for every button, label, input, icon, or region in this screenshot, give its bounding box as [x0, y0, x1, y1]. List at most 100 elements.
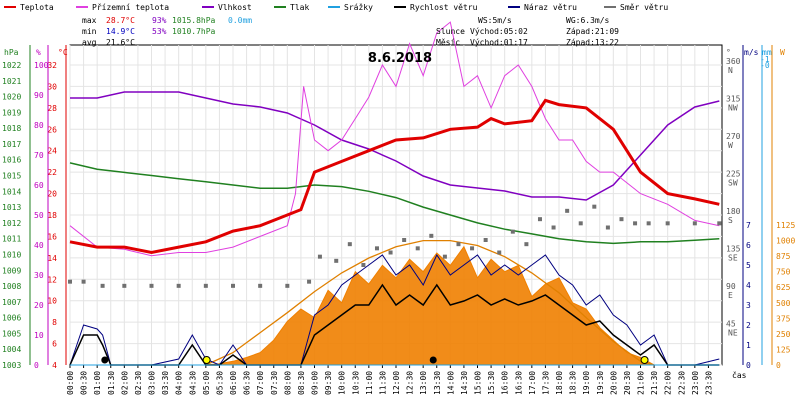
hpa-tick-label: 1019 — [2, 108, 21, 117]
dir-tick-label: 135 — [726, 245, 741, 254]
sunset-marker — [640, 356, 649, 364]
x-tick-label: 09:30 — [324, 371, 333, 395]
ms-axis-label: m/s — [744, 48, 759, 57]
hpa-tick-label: 1017 — [2, 140, 21, 149]
pct-tick-label: 70 — [34, 151, 44, 160]
wind-direction-point — [285, 283, 290, 288]
w-tick-label: 1125 — [776, 221, 795, 230]
wind-direction-point — [415, 246, 420, 251]
wind-direction-point — [317, 254, 322, 259]
hpa-tick-label: 1021 — [2, 77, 21, 86]
legend-label: Rychlost větru — [410, 3, 478, 12]
dir-tick-label: 315 — [726, 95, 741, 104]
c-tick-label: 12 — [47, 275, 57, 284]
wind-direction-point — [361, 263, 366, 267]
wind-gust-info: WG:6.3m/s — [566, 16, 610, 25]
x-tick-label: 16:30 — [514, 371, 523, 395]
wind-direction-point — [374, 246, 379, 251]
dir-tick-name: NW — [728, 104, 738, 113]
x-tick-label: 08:00 — [283, 371, 292, 395]
wind-direction-point — [497, 250, 502, 255]
x-tick-label: 15:30 — [487, 371, 496, 395]
wind-direction-point — [619, 217, 624, 222]
legend-label: Směr větru — [620, 3, 668, 12]
dir-tick-name: W — [728, 141, 733, 150]
pct-tick-label: 20 — [34, 301, 44, 310]
x-tick-label: 22:30 — [677, 371, 686, 395]
moonset-time: Západ:13:22 — [566, 38, 619, 47]
dir-tick-label: 180 — [726, 207, 741, 216]
dir-tick-name: NE — [728, 329, 738, 338]
wind-direction-point — [388, 250, 393, 255]
c-tick-label: 8 — [52, 318, 57, 327]
dir-tick-name: SE — [728, 254, 738, 263]
legend-label: Srážky — [344, 3, 373, 12]
ms-tick-label: 1 — [746, 341, 751, 350]
wind-speed-info: WS:5m/s — [478, 16, 512, 25]
x-tick-label: 21:30 — [650, 371, 659, 395]
wind-direction-point — [347, 242, 352, 247]
hpa-axis-label: hPa — [4, 48, 19, 57]
hpa-tick-label: 1006 — [2, 314, 21, 323]
legend-label: Tlak — [290, 3, 309, 12]
x-tick-label: 18:30 — [569, 371, 578, 395]
w-axis-label: W — [780, 48, 785, 57]
stats-value: 14.9°C — [106, 27, 135, 36]
hpa-tick-label: 1018 — [2, 124, 21, 133]
stats-value: 1015.8hPa — [172, 16, 216, 25]
wind-direction-point — [470, 246, 475, 251]
solar-radiation-area — [70, 245, 720, 366]
c-tick-label: 24 — [47, 147, 57, 156]
stats-value: 0.0mm — [228, 16, 252, 25]
wind-direction-point — [442, 254, 447, 259]
ms-tick-label: 2 — [746, 321, 751, 330]
c-tick-label: 20 — [47, 190, 57, 199]
x-tick-label: 13:30 — [433, 371, 442, 395]
ms-tick-label: 3 — [746, 301, 751, 310]
x-tick-label: 20:00 — [609, 371, 618, 395]
wind-direction-point — [100, 283, 105, 288]
c-tick-label: 18 — [47, 211, 57, 220]
pct-tick-label: 30 — [34, 271, 44, 280]
dir-tick-label: 270 — [726, 132, 741, 141]
dir-tick-name: S — [728, 216, 733, 225]
stats-value: 1010.7hPa — [172, 27, 216, 36]
wind-direction-point — [68, 279, 72, 284]
wind-direction-point — [203, 283, 208, 288]
wind-direction-point — [665, 221, 670, 226]
x-tick-label: 09:00 — [311, 371, 320, 395]
hpa-tick-label: 1007 — [2, 298, 21, 307]
x-tick-label: 04:00 — [175, 371, 184, 395]
sun-label: Slunce — [436, 27, 465, 36]
x-tick-label: 22:00 — [664, 371, 673, 395]
legend-label: Náraz větru — [524, 3, 577, 12]
x-tick-label: 12:00 — [392, 371, 401, 395]
ms-tick-label: 5 — [746, 261, 751, 270]
c-tick-label: 30 — [47, 82, 57, 91]
wind-direction-point — [81, 279, 86, 284]
hpa-tick-label: 1020 — [2, 93, 21, 102]
x-tick-label: 05:30 — [215, 371, 224, 395]
wind-direction-point — [592, 204, 597, 209]
x-tick-label: 21:00 — [637, 371, 646, 395]
pct-tick-label: 10 — [34, 331, 44, 340]
legend-label: Vlhkost — [218, 3, 252, 12]
x-tick-label: 02:00 — [120, 371, 129, 395]
x-tick-label: 00:30 — [80, 371, 89, 395]
stats-label: min — [82, 27, 97, 36]
wind-direction-point — [258, 283, 263, 288]
sunrise-time: Východ:05:02 — [470, 27, 528, 36]
c-axis-label: °C — [58, 48, 68, 57]
wind-direction-point — [231, 283, 235, 288]
x-tick-label: 17:00 — [528, 371, 537, 395]
hpa-tick-label: 1003 — [2, 361, 21, 370]
x-tick-label: 20:30 — [623, 371, 632, 395]
wind-direction-point — [176, 283, 181, 288]
dir-tick-label: 225 — [726, 170, 741, 179]
c-tick-label: 22 — [47, 168, 57, 177]
x-tick-label: 08:30 — [297, 371, 306, 395]
x-tick-label: 10:30 — [351, 371, 360, 395]
x-tick-label: 10:00 — [338, 371, 347, 395]
w-tick-label: 1000 — [776, 237, 795, 246]
hpa-tick-label: 1008 — [2, 282, 21, 291]
